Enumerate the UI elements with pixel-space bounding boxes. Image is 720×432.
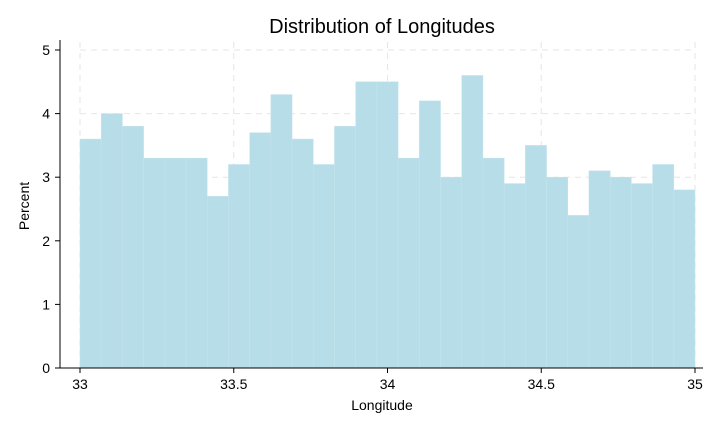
histogram-bar [185, 157, 208, 369]
histogram-bar [249, 132, 272, 369]
histogram-bar [164, 157, 187, 369]
y-tick-label: 3 [42, 169, 50, 185]
x-tick-label: 35 [687, 376, 703, 392]
histogram-bar [355, 81, 378, 369]
y-tick-label: 2 [42, 233, 50, 249]
x-axis-label: Longitude [351, 397, 413, 413]
histogram-bar [546, 176, 569, 369]
x-tick-label: 33.5 [220, 376, 247, 392]
histogram-bar [482, 157, 505, 369]
histogram-bar [334, 126, 356, 369]
histogram-bar [228, 164, 250, 369]
histogram-bar [588, 170, 611, 369]
histogram-bar [567, 215, 590, 369]
histogram-bar [673, 189, 696, 369]
histogram-bar [609, 176, 632, 369]
histogram-bar [461, 75, 484, 369]
y-tick-label: 0 [42, 360, 50, 376]
histogram-bar [313, 164, 335, 369]
x-tick-label: 34.5 [528, 376, 555, 392]
histogram-bar [270, 94, 293, 369]
histogram-bar [100, 113, 123, 369]
y-tick-label: 5 [42, 42, 50, 58]
bar-layer [79, 75, 696, 369]
x-tick-label: 33 [72, 376, 88, 392]
histogram-bar [143, 157, 166, 369]
histogram-bar [440, 176, 462, 369]
histogram-bar [206, 196, 229, 369]
y-axis-label: Percent [16, 182, 32, 230]
histogram-bar [291, 138, 314, 369]
histogram-bar [525, 145, 547, 369]
histogram-bar [376, 81, 399, 369]
x-tick-label: 34 [380, 376, 396, 392]
histogram-bar [122, 126, 144, 369]
histogram-bar [503, 183, 526, 369]
y-tick-label: 4 [42, 106, 50, 122]
histogram-bar [419, 100, 441, 369]
chart-title: Distribution of Longitudes [269, 16, 495, 38]
histogram-bar [631, 183, 653, 369]
histogram-bar [652, 164, 675, 369]
histogram-bar [397, 157, 420, 369]
histogram-bar [79, 138, 102, 369]
y-tick-label: 1 [42, 296, 50, 312]
